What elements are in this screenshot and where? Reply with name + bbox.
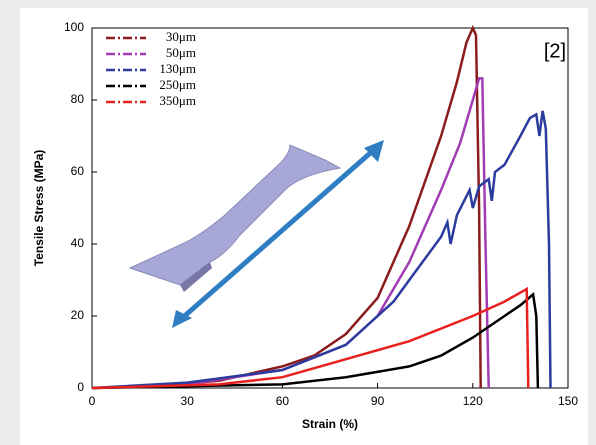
x-axis-label: Strain (%) <box>302 417 358 431</box>
legend-label: 50μm <box>166 45 196 60</box>
x-tick-label: 60 <box>276 394 290 408</box>
y-tick-label: 20 <box>71 308 85 322</box>
legend-label: 350μm <box>159 93 196 108</box>
y-axis-label: Tensile Stress (MPa) <box>32 150 46 266</box>
y-tick-label: 100 <box>64 20 84 34</box>
y-tick-label: 0 <box>77 380 84 394</box>
y-tick-label: 40 <box>71 236 85 250</box>
legend-label: 30μm <box>166 29 196 44</box>
series-line <box>91 291 540 390</box>
y-tick-label: 80 <box>71 92 85 106</box>
plot-frame <box>91 27 569 389</box>
legend-label: 250μm <box>159 77 196 92</box>
y-tick-label: 60 <box>71 164 85 178</box>
series-line <box>91 110 552 390</box>
legend-label: 130μm <box>159 61 196 76</box>
x-tick-label: 150 <box>558 394 578 408</box>
x-tick-label: 90 <box>371 394 385 408</box>
specimen-illustration <box>128 140 384 328</box>
x-tick-label: 30 <box>181 394 195 408</box>
annotation: [2] <box>544 40 566 62</box>
series-line <box>91 286 530 390</box>
panel <box>20 8 588 445</box>
x-tick-label: 0 <box>89 394 96 408</box>
x-tick-label: 120 <box>463 394 483 408</box>
